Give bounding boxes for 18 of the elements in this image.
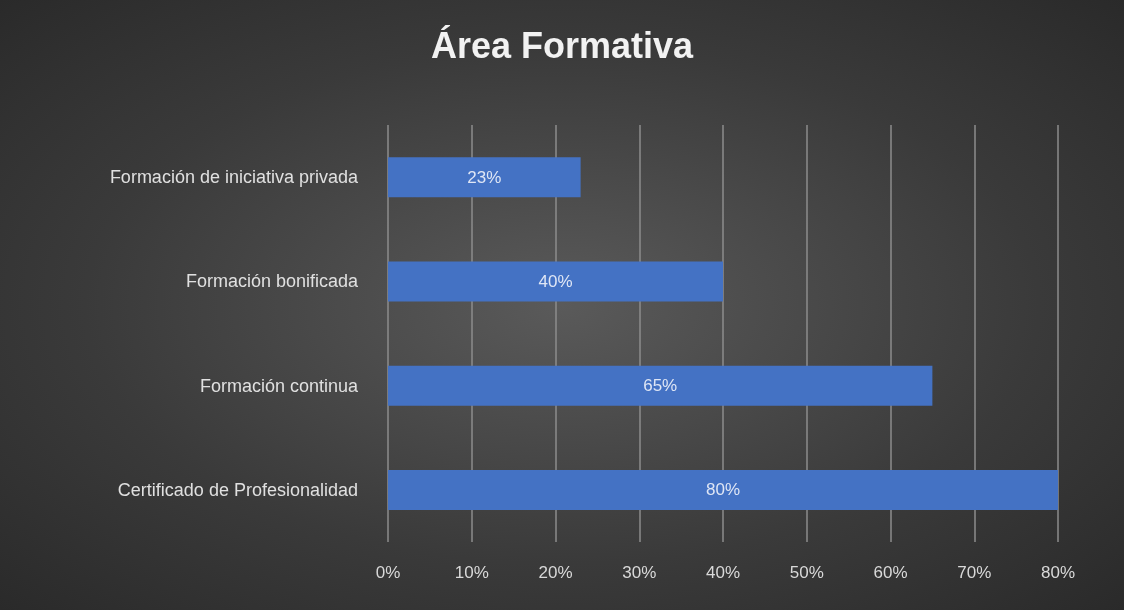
data-label: 80% <box>705 480 741 500</box>
x-tick-label: 80% <box>1040 563 1076 582</box>
x-tick-label: 0% <box>375 563 401 582</box>
x-tick-label: 10% <box>454 563 489 582</box>
y-tick-label: Certificado de Profesionalidad <box>117 479 358 500</box>
x-tick-label: 40% <box>705 563 741 582</box>
x-tick-label: 20% <box>538 563 573 582</box>
chart-title: Área Formativa <box>430 24 695 66</box>
x-tick-label: 30% <box>622 563 657 582</box>
y-tick-label: Formación de iniciativa privada <box>109 167 359 188</box>
data-label: 65% <box>643 376 678 396</box>
x-tick-label: 70% <box>957 563 992 582</box>
data-label: 40% <box>538 271 573 291</box>
x-tick-label: 60% <box>873 563 908 582</box>
y-tick-label: Formación continua <box>199 375 359 396</box>
y-tick-label: Formación bonificada <box>185 271 359 292</box>
x-tick-label: 50% <box>789 563 824 582</box>
data-label: 23% <box>467 167 502 187</box>
